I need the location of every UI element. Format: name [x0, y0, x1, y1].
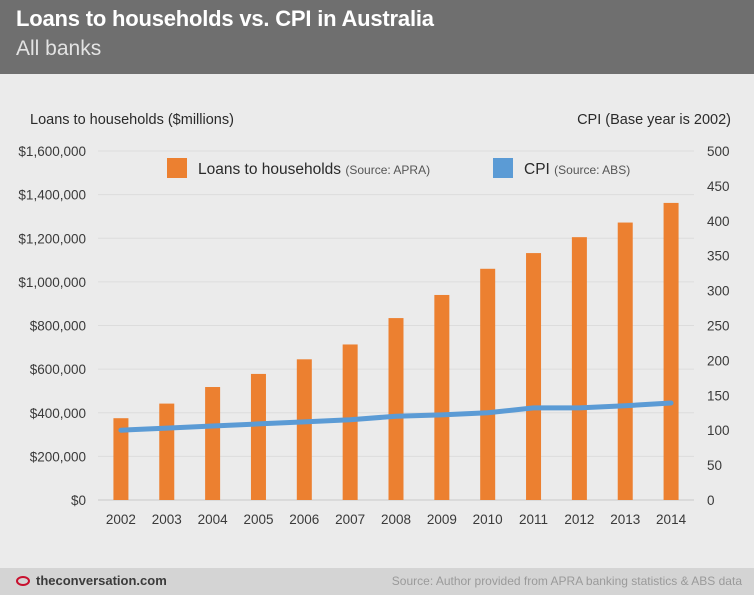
- bar: [480, 268, 496, 500]
- bar: [296, 359, 312, 500]
- y2-tick-label: 400: [707, 214, 730, 229]
- y-tick-label: $1,600,000: [18, 144, 86, 159]
- y2-tick-label: 100: [707, 423, 730, 438]
- bar: [434, 294, 450, 500]
- y2-tick-label: 250: [707, 319, 730, 334]
- bar: [205, 387, 221, 500]
- chart-header: Loans to households vs. CPI in Australia…: [0, 0, 754, 74]
- y-axis-title: Loans to households ($millions): [30, 112, 234, 128]
- x-tick-label: 2010: [473, 512, 503, 527]
- y2-tick-label: 300: [707, 284, 730, 299]
- legend-swatch-cpi: [493, 158, 513, 178]
- y2-tick-label: 50: [707, 458, 722, 473]
- y2-tick-label: 150: [707, 388, 730, 403]
- conversation-logo[interactable]: theconversation.com: [16, 573, 167, 588]
- bar: [113, 418, 129, 500]
- y-tick-label: $800,000: [30, 319, 86, 334]
- bar: [159, 403, 175, 500]
- x-tick-label: 2006: [289, 512, 319, 527]
- source-note: Source: Author provided from APRA bankin…: [391, 574, 742, 588]
- logo-text: theconversation.com: [36, 573, 167, 588]
- chart-title: Loans to households vs. CPI in Australia: [16, 6, 434, 31]
- y2-tick-label: 350: [707, 249, 730, 264]
- x-tick-label: 2012: [564, 512, 594, 527]
- footer: theconversation.com Source: Author provi…: [0, 568, 754, 595]
- bar: [526, 253, 542, 500]
- bar: [250, 373, 266, 500]
- cpi-line: [118, 400, 674, 433]
- x-tick-label: 2014: [656, 512, 687, 527]
- legend-label-cpi: CPI (Source: ABS): [524, 161, 630, 178]
- bar: [388, 318, 404, 500]
- chart-subtitle: All banks: [16, 37, 102, 60]
- x-tick-label: 2004: [198, 512, 229, 527]
- y-tick-label: $600,000: [30, 362, 86, 377]
- x-tick-label: 2013: [610, 512, 640, 527]
- x-tick-label: 2002: [106, 512, 136, 527]
- x-tick-label: 2003: [152, 512, 182, 527]
- y-tick-label: $1,000,000: [18, 275, 86, 290]
- legend-label-loans: Loans to households (Source: APRA): [198, 161, 430, 178]
- chart-area: $0 $200,000 $400,000 $600,000 $800,000 $1,000…: [0, 74, 754, 568]
- x-tick-label: 2011: [519, 512, 548, 527]
- x-tick-label: 2007: [335, 512, 365, 527]
- y-tick-label: $1,400,000: [18, 188, 86, 203]
- y2-tick-label: 450: [707, 179, 730, 194]
- y-tick-label: $400,000: [30, 406, 86, 421]
- y-tick-label: $0: [71, 493, 86, 508]
- bar: [617, 222, 633, 501]
- y2-tick-label: 500: [707, 144, 730, 159]
- bar: [342, 344, 358, 500]
- y2-axis-title: CPI (Base year is 2002): [577, 112, 731, 128]
- x-tick-label: 2008: [381, 512, 411, 527]
- x-tick-label: 2005: [243, 512, 273, 527]
- logo-ring-icon: [16, 575, 30, 586]
- legend-swatch-loans: [167, 158, 187, 178]
- y2-tick-label: 0: [707, 493, 715, 508]
- bar: [663, 202, 679, 500]
- y-tick-label: $200,000: [30, 449, 86, 464]
- chart-canvas: $0 $200,000 $400,000 $600,000 $800,000 $1,000…: [18, 112, 731, 527]
- bar: [571, 237, 587, 501]
- x-tick-label: 2009: [427, 512, 457, 527]
- y2-tick-label: 200: [707, 353, 730, 368]
- y-tick-label: $1,200,000: [18, 231, 86, 246]
